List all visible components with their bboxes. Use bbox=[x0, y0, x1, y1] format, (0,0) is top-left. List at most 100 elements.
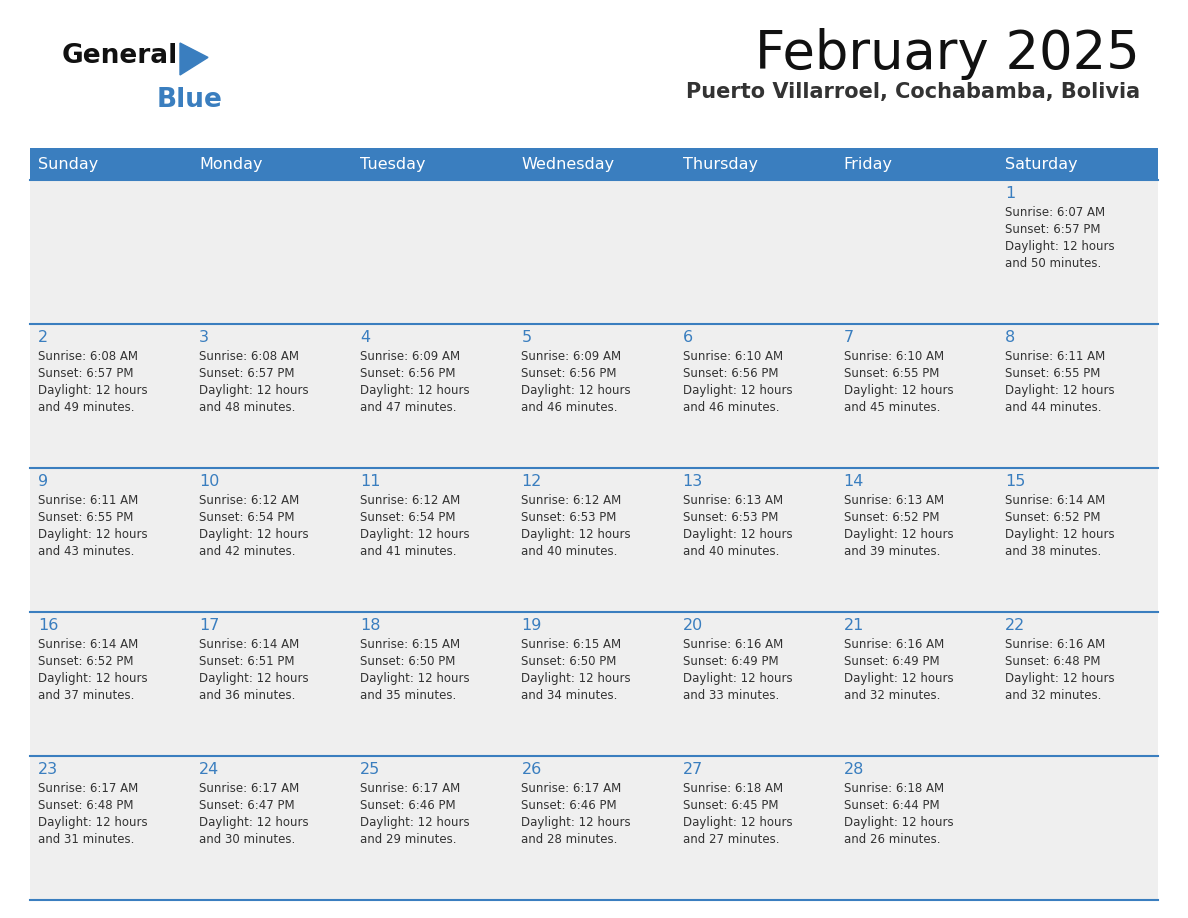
Text: Daylight: 12 hours: Daylight: 12 hours bbox=[522, 816, 631, 829]
Text: Daylight: 12 hours: Daylight: 12 hours bbox=[843, 528, 953, 541]
Bar bbox=[353, 180, 513, 324]
Text: Sunrise: 6:10 AM: Sunrise: 6:10 AM bbox=[843, 350, 943, 363]
Text: 23: 23 bbox=[38, 762, 58, 777]
Text: Daylight: 12 hours: Daylight: 12 hours bbox=[1005, 528, 1114, 541]
Text: Sunrise: 6:13 AM: Sunrise: 6:13 AM bbox=[683, 494, 783, 507]
Text: 10: 10 bbox=[200, 474, 220, 489]
Bar bbox=[835, 324, 997, 468]
Text: and 27 minutes.: and 27 minutes. bbox=[683, 833, 779, 846]
Text: Sunrise: 6:13 AM: Sunrise: 6:13 AM bbox=[843, 494, 943, 507]
Text: Sunrise: 6:15 AM: Sunrise: 6:15 AM bbox=[360, 638, 461, 651]
Text: Puerto Villarroel, Cochabamba, Bolivia: Puerto Villarroel, Cochabamba, Bolivia bbox=[685, 82, 1140, 102]
Bar bbox=[353, 324, 513, 468]
Text: Sunset: 6:47 PM: Sunset: 6:47 PM bbox=[200, 799, 295, 812]
Text: Sunset: 6:55 PM: Sunset: 6:55 PM bbox=[843, 367, 939, 380]
Text: Sunrise: 6:14 AM: Sunrise: 6:14 AM bbox=[1005, 494, 1105, 507]
Text: Sunset: 6:56 PM: Sunset: 6:56 PM bbox=[522, 367, 617, 380]
Text: Sunset: 6:55 PM: Sunset: 6:55 PM bbox=[1005, 367, 1100, 380]
Text: General: General bbox=[62, 43, 178, 69]
Text: Daylight: 12 hours: Daylight: 12 hours bbox=[38, 816, 147, 829]
Text: and 41 minutes.: and 41 minutes. bbox=[360, 545, 456, 558]
Bar bbox=[513, 180, 675, 324]
Bar bbox=[675, 612, 835, 756]
Text: and 29 minutes.: and 29 minutes. bbox=[360, 833, 456, 846]
Text: Sunrise: 6:18 AM: Sunrise: 6:18 AM bbox=[683, 782, 783, 795]
Text: Sunrise: 6:09 AM: Sunrise: 6:09 AM bbox=[522, 350, 621, 363]
Text: 9: 9 bbox=[38, 474, 49, 489]
Bar bbox=[353, 612, 513, 756]
Text: Daylight: 12 hours: Daylight: 12 hours bbox=[200, 672, 309, 685]
Text: Daylight: 12 hours: Daylight: 12 hours bbox=[1005, 672, 1114, 685]
Text: Sunrise: 6:15 AM: Sunrise: 6:15 AM bbox=[522, 638, 621, 651]
Bar bbox=[997, 612, 1158, 756]
Text: Sunset: 6:54 PM: Sunset: 6:54 PM bbox=[360, 511, 456, 524]
Text: 22: 22 bbox=[1005, 618, 1025, 633]
Text: Daylight: 12 hours: Daylight: 12 hours bbox=[522, 384, 631, 397]
Text: 5: 5 bbox=[522, 330, 531, 345]
Text: Sunrise: 6:17 AM: Sunrise: 6:17 AM bbox=[38, 782, 138, 795]
Bar bbox=[30, 324, 191, 468]
Text: Daylight: 12 hours: Daylight: 12 hours bbox=[360, 816, 470, 829]
Text: Sunset: 6:53 PM: Sunset: 6:53 PM bbox=[522, 511, 617, 524]
Text: Friday: Friday bbox=[843, 156, 892, 172]
Text: Daylight: 12 hours: Daylight: 12 hours bbox=[683, 528, 792, 541]
Text: Sunrise: 6:08 AM: Sunrise: 6:08 AM bbox=[38, 350, 138, 363]
Text: 20: 20 bbox=[683, 618, 703, 633]
Text: 15: 15 bbox=[1005, 474, 1025, 489]
Text: Wednesday: Wednesday bbox=[522, 156, 614, 172]
Text: 25: 25 bbox=[360, 762, 380, 777]
Text: and 43 minutes.: and 43 minutes. bbox=[38, 545, 134, 558]
Bar bbox=[675, 756, 835, 900]
Bar bbox=[675, 180, 835, 324]
Bar bbox=[835, 180, 997, 324]
Text: and 35 minutes.: and 35 minutes. bbox=[360, 689, 456, 702]
Text: 11: 11 bbox=[360, 474, 381, 489]
Bar bbox=[513, 468, 675, 612]
Text: 16: 16 bbox=[38, 618, 58, 633]
Text: and 45 minutes.: and 45 minutes. bbox=[843, 401, 940, 414]
Text: Thursday: Thursday bbox=[683, 156, 758, 172]
Text: Sunrise: 6:10 AM: Sunrise: 6:10 AM bbox=[683, 350, 783, 363]
Text: and 32 minutes.: and 32 minutes. bbox=[1005, 689, 1101, 702]
Bar bbox=[513, 756, 675, 900]
Text: and 49 minutes.: and 49 minutes. bbox=[38, 401, 134, 414]
Text: Daylight: 12 hours: Daylight: 12 hours bbox=[360, 672, 470, 685]
Bar bbox=[353, 756, 513, 900]
Text: Sunset: 6:48 PM: Sunset: 6:48 PM bbox=[1005, 655, 1100, 668]
Text: and 48 minutes.: and 48 minutes. bbox=[200, 401, 296, 414]
Bar bbox=[30, 468, 191, 612]
Text: 8: 8 bbox=[1005, 330, 1015, 345]
Text: Sunset: 6:45 PM: Sunset: 6:45 PM bbox=[683, 799, 778, 812]
Text: Daylight: 12 hours: Daylight: 12 hours bbox=[360, 384, 470, 397]
Text: Saturday: Saturday bbox=[1005, 156, 1078, 172]
Bar bbox=[513, 324, 675, 468]
Bar bbox=[835, 756, 997, 900]
Text: and 42 minutes.: and 42 minutes. bbox=[200, 545, 296, 558]
Text: Daylight: 12 hours: Daylight: 12 hours bbox=[38, 672, 147, 685]
Text: Sunset: 6:46 PM: Sunset: 6:46 PM bbox=[360, 799, 456, 812]
Text: Sunset: 6:52 PM: Sunset: 6:52 PM bbox=[1005, 511, 1100, 524]
Text: Daylight: 12 hours: Daylight: 12 hours bbox=[843, 384, 953, 397]
Text: 21: 21 bbox=[843, 618, 864, 633]
Text: 24: 24 bbox=[200, 762, 220, 777]
Text: Daylight: 12 hours: Daylight: 12 hours bbox=[200, 528, 309, 541]
Text: and 46 minutes.: and 46 minutes. bbox=[522, 401, 618, 414]
Text: Sunrise: 6:12 AM: Sunrise: 6:12 AM bbox=[360, 494, 461, 507]
Bar bbox=[30, 756, 191, 900]
Bar bbox=[191, 324, 353, 468]
Text: Sunset: 6:57 PM: Sunset: 6:57 PM bbox=[38, 367, 133, 380]
Text: 27: 27 bbox=[683, 762, 703, 777]
Bar bbox=[191, 756, 353, 900]
Text: Monday: Monday bbox=[200, 156, 263, 172]
Bar bbox=[30, 180, 191, 324]
Text: Sunrise: 6:18 AM: Sunrise: 6:18 AM bbox=[843, 782, 943, 795]
Text: Sunrise: 6:14 AM: Sunrise: 6:14 AM bbox=[38, 638, 138, 651]
Text: and 32 minutes.: and 32 minutes. bbox=[843, 689, 940, 702]
Text: 6: 6 bbox=[683, 330, 693, 345]
Text: Sunrise: 6:17 AM: Sunrise: 6:17 AM bbox=[360, 782, 461, 795]
Text: and 47 minutes.: and 47 minutes. bbox=[360, 401, 456, 414]
Text: Sunset: 6:46 PM: Sunset: 6:46 PM bbox=[522, 799, 617, 812]
Text: Sunset: 6:49 PM: Sunset: 6:49 PM bbox=[683, 655, 778, 668]
Text: Sunset: 6:50 PM: Sunset: 6:50 PM bbox=[360, 655, 456, 668]
Text: and 44 minutes.: and 44 minutes. bbox=[1005, 401, 1101, 414]
